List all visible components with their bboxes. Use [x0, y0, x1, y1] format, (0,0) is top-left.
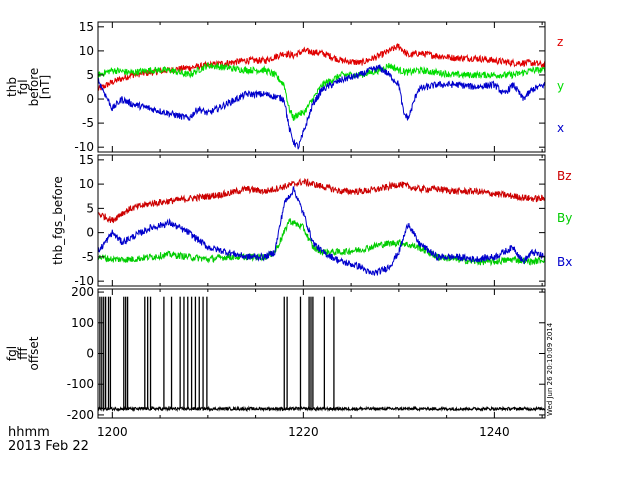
- y-tick-label: 15: [79, 153, 94, 167]
- y-tick-label: 100: [71, 316, 94, 330]
- legend-x: x: [557, 121, 564, 135]
- legend-Bx: Bx: [557, 255, 572, 269]
- series-line-Bz: [98, 177, 545, 224]
- panel-frame-3: [97, 288, 546, 419]
- y-tick-label: -100: [67, 377, 94, 391]
- y-tick-label: 5: [86, 201, 94, 215]
- footer-date: 2013 Feb 22: [8, 439, 89, 454]
- series-line-Bx: [98, 186, 545, 277]
- y-axis-label-line: fff: [16, 346, 30, 359]
- y-axis-label-line: offset: [27, 336, 41, 370]
- panel-2: Bz By Bx 15 10 5 0 -5 -10 thb_fgs_before: [51, 153, 572, 288]
- legend-z: z: [557, 35, 563, 49]
- plot-area-3: [98, 296, 545, 413]
- y-tick-label: -10: [74, 140, 94, 154]
- x-tick-label: 1220: [288, 425, 319, 439]
- series-line-x: [98, 64, 545, 150]
- series-line-y: [98, 62, 545, 122]
- plot-area-2: [98, 177, 545, 277]
- panel-frame-1: [97, 21, 546, 153]
- footer-format: hhmm: [8, 425, 50, 440]
- x-tick-label: 1240: [479, 425, 510, 439]
- y-tick-label: -5: [82, 250, 94, 264]
- legend-By: By: [557, 211, 572, 225]
- y-axis-label-2: thb_fgs_before: [51, 176, 65, 265]
- y-tick-label: -200: [67, 408, 94, 422]
- y-tick-label: 200: [71, 285, 94, 299]
- y-tick-label: 0: [86, 347, 94, 361]
- legend-y: y: [557, 79, 564, 93]
- y-axis-label-line: thb_fgs_before: [51, 176, 65, 265]
- y-tick-label: 0: [86, 92, 94, 106]
- y-tick-label: 10: [79, 44, 94, 58]
- y-tick-label: 5: [86, 68, 94, 82]
- y-axis-label-line: fgl: [5, 346, 19, 361]
- y-tick-label: 0: [86, 226, 94, 240]
- y-axis-label-line: [nT]: [38, 75, 52, 99]
- offset-baseline: [98, 405, 545, 413]
- panel-frame-2: [97, 154, 546, 287]
- y-tick-label: 15: [79, 20, 94, 34]
- y-tick-label: -5: [82, 116, 94, 130]
- y-axis-label-line: thb: [5, 77, 19, 97]
- legend-Bz: Bz: [557, 169, 572, 183]
- plot-area-1: [98, 43, 545, 150]
- x-tick-label: 1200: [97, 425, 128, 439]
- y-tick-label: -10: [74, 274, 94, 288]
- y-axis-label-line: fgl: [16, 79, 30, 94]
- timestamp: Wed Jun 26 20:10:09 2014: [546, 322, 554, 416]
- y-axis-label-line: before: [27, 68, 41, 107]
- y-tick-label: 10: [79, 177, 94, 191]
